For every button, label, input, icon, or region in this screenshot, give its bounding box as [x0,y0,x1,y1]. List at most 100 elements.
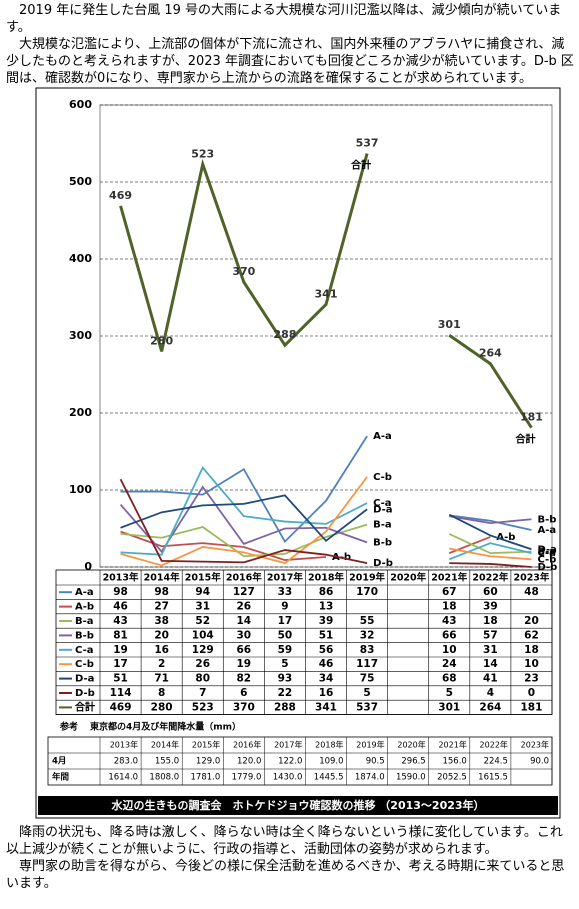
series-end-label: D-a [537,544,556,555]
x-tick-label: 2017年 [267,572,303,584]
table-cell: 27 [154,601,169,613]
series-line [120,476,532,567]
reference-row-label: 年間 [52,772,69,783]
y-tick-label: 200 [69,406,92,419]
table-cell: 52 [195,615,210,627]
table-cell: 5 [281,658,288,670]
table-cell: 13 [319,601,334,613]
table-cell: 43 [113,615,128,627]
data-label: 288 [273,328,296,341]
caption: 水辺の生きもの調査会 ホトケドジョウ確認数の推移 （2013～2023年） [110,798,484,812]
reference-cell: 90.0 [530,757,549,767]
reference-cell: 1445.5 [314,773,344,783]
reference-cell: 1781.0 [191,773,221,783]
table-cell: 18 [483,615,498,627]
legend-label: A-b [75,602,94,613]
table-cell: 469 [110,701,132,713]
series-end-label: D-b [373,558,393,569]
table-cell: 26 [237,601,252,613]
table-cell: 43 [442,615,457,627]
y-tick-label: 500 [69,175,92,188]
reference-header: 2021年 [438,740,466,750]
x-tick-label: 2015年 [185,572,221,584]
reference-cell: 109.0 [319,757,343,767]
series-line [120,523,532,558]
reference-header: 2019年 [356,740,384,750]
table-cell: 20 [524,615,539,627]
table-cell: 2 [158,658,165,670]
legend-label: B-a [75,616,94,627]
reference-header: 2014年 [151,740,179,750]
table-cell: 341 [315,701,337,713]
series-end-label: 合計 [514,433,535,446]
reference-header: 2013年 [110,740,138,750]
table-cell: 23 [524,673,539,685]
x-tick-label: 2020年 [390,572,426,584]
series-end-label: A-a [537,525,556,536]
table-cell: 8 [158,687,165,699]
legend-label: D-a [75,674,94,685]
table-cell: 22 [278,687,293,699]
table-cell: 48 [524,586,539,598]
table-cell: 50 [278,629,293,641]
table-cell: 59 [278,644,293,656]
series-end-label: B-a [373,520,392,531]
table-cell: 114 [110,687,132,699]
table-cell: 16 [319,687,334,699]
data-label: 370 [232,265,255,278]
x-tick-label: 2021年 [431,572,467,584]
table-cell: 31 [483,644,498,656]
table-cell: 19 [113,644,128,656]
table-cell: 39 [319,615,334,627]
table-cell: 6 [240,687,247,699]
table-cell: 82 [237,673,252,685]
caption-bar [38,796,558,815]
table-cell: 67 [442,586,457,598]
reference-header: 2020年 [397,740,425,750]
table-cell: 181 [520,701,542,713]
table-cell: 288 [274,701,296,713]
table-cell: 19 [237,658,252,670]
legend-label: C-b [75,659,94,670]
table-cell: 117 [356,658,378,670]
table-cell: 4 [487,687,494,699]
series-end-label: B-b [373,537,392,548]
y-tick-label: 600 [69,98,92,111]
table-cell: 5 [446,687,453,699]
x-tick-label: 2019年 [349,572,385,584]
x-tick-label: 2023年 [513,572,549,584]
table-cell: 93 [278,673,293,685]
table-cell: 62 [524,629,539,641]
reference-cell: 283.0 [114,757,138,767]
table-cell: 60 [483,586,498,598]
paragraph: 専門家の助言を得ながら、今後どの様に保全活動を進めるべきか、考える時期に来ている… [6,859,565,891]
table-cell: 66 [237,644,252,656]
reference-header: 2022年 [480,740,508,750]
table-cell: 33 [278,586,293,598]
legend-label: 合計 [74,700,95,713]
series-end-label: D-b [537,562,557,573]
reference-cell: 1590.0 [396,773,426,783]
table-cell: 98 [113,586,128,598]
x-tick-label: 2018年 [308,572,344,584]
reference-cell: 1614.0 [108,773,138,783]
data-label: 280 [150,334,173,347]
table-cell: 98 [154,586,169,598]
data-label: 469 [109,189,132,202]
table-cell: 0 [528,687,535,699]
table-cell: 14 [237,615,252,627]
table-cell: 34 [319,673,334,685]
data-label: 523 [191,147,214,160]
table-cell: 56 [319,644,334,656]
table-cell: 104 [192,629,214,641]
reference-cell: 296.5 [401,757,425,767]
reference-cell: 1430.0 [273,773,303,783]
legend-label: B-b [75,630,94,641]
table-cell: 31 [195,601,210,613]
table-cell: 280 [151,701,173,713]
table-cell: 86 [319,586,334,598]
reference-cell: 129.0 [196,757,220,767]
table-cell: 9 [281,601,288,613]
intro: 2019 年に発生した台風 19 号の大雨による大規模な河川氾濫以降は、減少傾向… [6,2,574,87]
series-end-label: B-a [537,547,556,558]
